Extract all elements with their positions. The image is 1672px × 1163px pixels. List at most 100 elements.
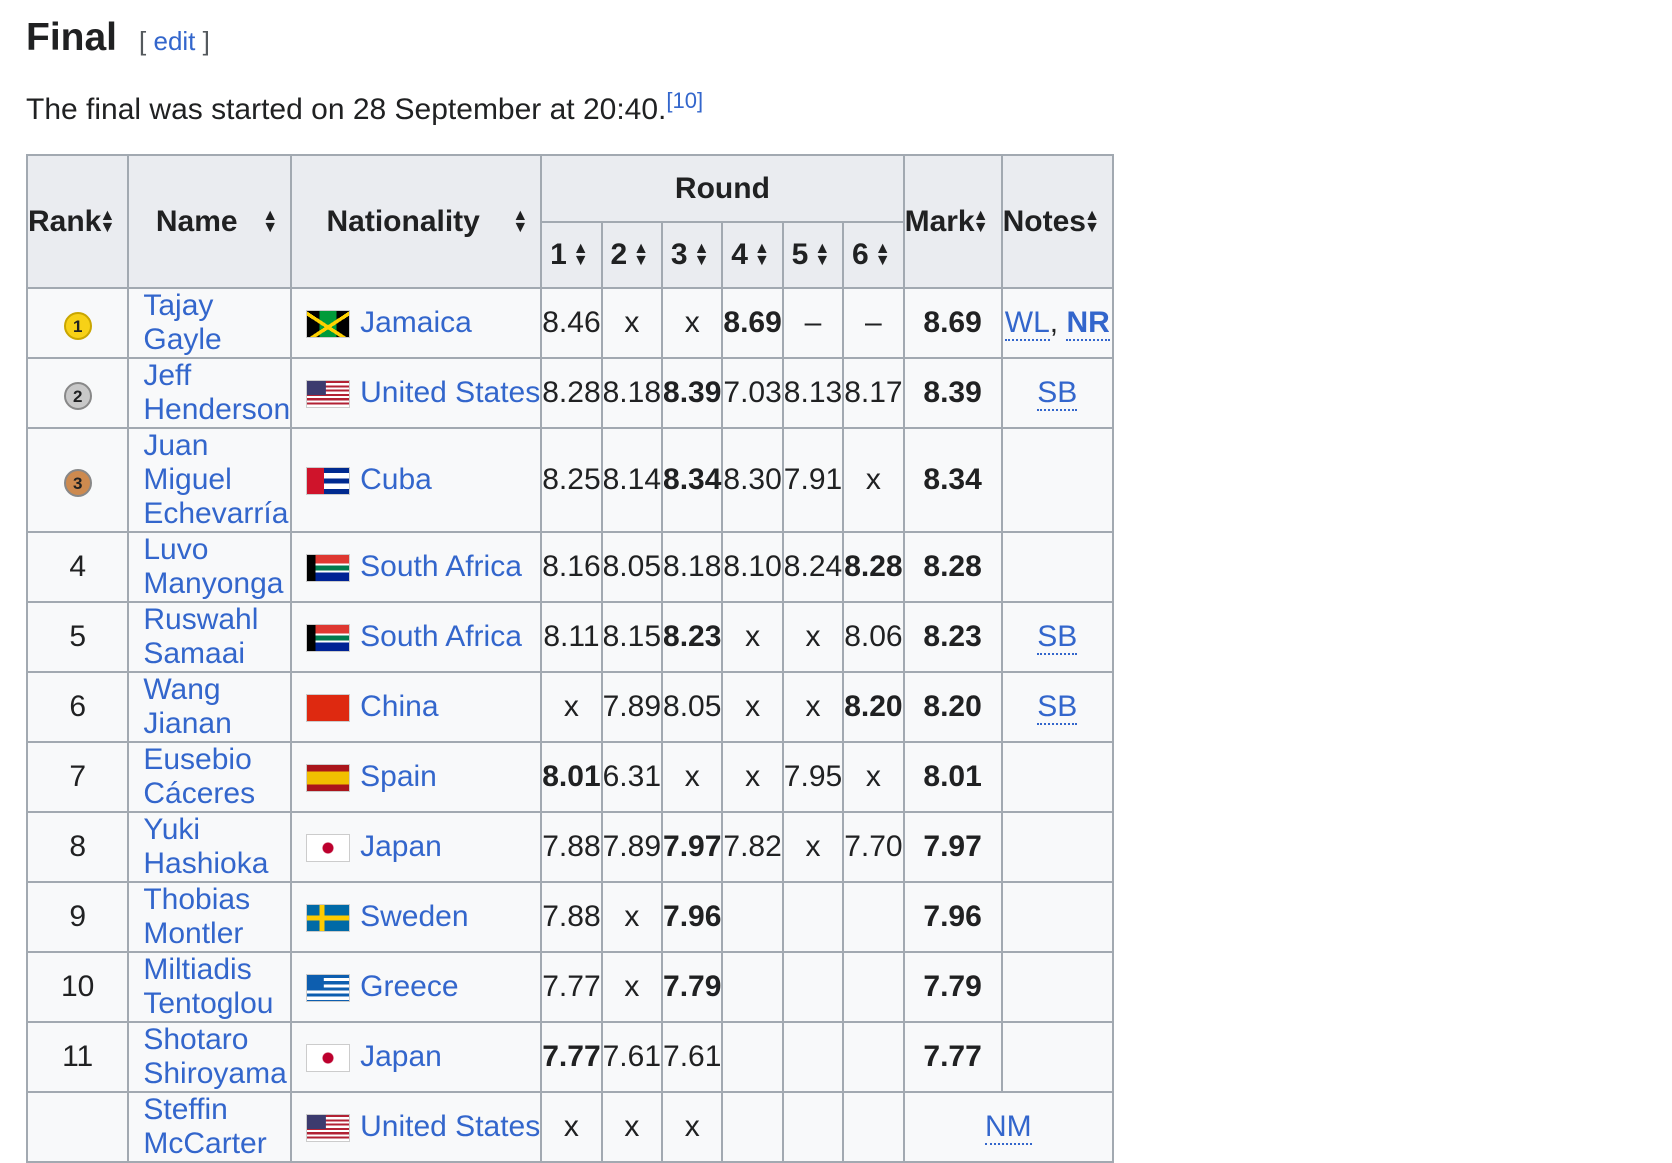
country-link[interactable]: Jamaica — [360, 306, 472, 339]
nationality-cell: Jamaica — [290, 287, 543, 359]
table-row: 10 Miltiadis Tentoglou Greece 7.77 x 7.79 7.79 — [25, 951, 1114, 1023]
header-name[interactable]: Name ▲ ▼ — [127, 154, 293, 289]
mark-cell: 7.79 — [902, 951, 1003, 1023]
note-sb[interactable]: SB — [1037, 376, 1078, 411]
sort-icon[interactable]: ▲ ▼ — [814, 240, 831, 269]
nationality-cell: Spain — [290, 741, 543, 813]
athlete-link[interactable]: Yuki Hashioka — [143, 813, 269, 880]
country-link[interactable]: South Africa — [360, 620, 522, 653]
athlete-link[interactable]: Miltiadis Tentoglou — [143, 953, 274, 1020]
table-row: 8 Yuki Hashioka Japan 7.88 7.89 7.97 7.82 x 7.70… — [25, 811, 1114, 883]
note-sb[interactable]: SB — [1037, 620, 1078, 655]
athlete-link[interactable]: Jeff Henderson — [143, 359, 291, 426]
sort-icon[interactable]: ▲ ▼ — [99, 206, 116, 236]
header-notes[interactable]: Notes ▲ ▼ — [1000, 154, 1114, 289]
rsa-flag-icon — [306, 624, 351, 653]
name-cell: Wang Jianan — [127, 671, 293, 743]
round-2-cell: 6.31 — [600, 741, 664, 813]
sort-icon[interactable]: ▲ ▼ — [874, 240, 891, 269]
athlete-link[interactable]: Wang Jianan — [143, 673, 232, 740]
round-5-cell — [781, 1091, 845, 1163]
header-round-2[interactable]: 2 ▲ ▼ — [600, 221, 664, 289]
note-wl[interactable]: WL — [1004, 306, 1050, 341]
mark-cell: 8.20 — [902, 671, 1003, 743]
sort-icon[interactable]: ▲ ▼ — [512, 206, 529, 236]
athlete-link[interactable]: Eusebio Cáceres — [143, 743, 256, 810]
name-cell: Tajay Gayle — [127, 287, 293, 359]
rank-cell: 6 — [25, 671, 130, 743]
sort-icon[interactable]: ▲ ▼ — [753, 240, 770, 269]
header-round-6[interactable]: 6 ▲ ▼ — [842, 221, 905, 289]
header-label: Name — [155, 204, 238, 238]
sort-icon[interactable]: ▲ ▼ — [1084, 206, 1100, 236]
mark-cell: NM — [902, 1091, 1114, 1163]
mark-cell: 8.34 — [902, 427, 1003, 533]
header-mark[interactable]: Mark ▲ ▼ — [902, 154, 1003, 289]
edit-link[interactable]: edit — [153, 26, 196, 56]
round-4-cell — [721, 1091, 784, 1163]
country-link[interactable]: Cuba — [360, 463, 432, 496]
rank-cell: 2 — [25, 357, 130, 429]
athlete-link[interactable]: Steffin McCarter — [143, 1093, 267, 1160]
country-link[interactable]: United States — [360, 376, 541, 409]
country-link[interactable]: United States — [360, 1110, 541, 1143]
rank-cell: 11 — [25, 1021, 130, 1093]
country-link[interactable]: Japan — [360, 830, 442, 863]
nm-abbr[interactable]: NM — [984, 1110, 1032, 1145]
athlete-link[interactable]: Tajay Gayle — [143, 289, 222, 356]
sort-icon[interactable]: ▲ ▼ — [693, 240, 710, 269]
edit-section: [ edit ] — [139, 26, 210, 56]
header-round-5[interactable]: 5 ▲ ▼ — [781, 221, 845, 289]
country-link[interactable]: China — [360, 690, 439, 723]
notes-cell — [1000, 427, 1114, 533]
table-row: Steffin McCarter United States x x x NM — [25, 1091, 1114, 1163]
notes-cell — [1000, 1021, 1114, 1093]
rank-cell: 3 — [25, 427, 130, 533]
bracket-open: [ — [139, 26, 147, 56]
country-link[interactable]: Spain — [360, 760, 437, 793]
athlete-link[interactable]: Luvo Manyonga — [143, 533, 284, 600]
country-link[interactable]: Sweden — [360, 900, 469, 933]
note-nr[interactable]: NR — [1066, 306, 1110, 341]
round-1-cell: 7.88 — [540, 881, 603, 953]
notes-cell — [1000, 531, 1114, 603]
round-5-cell: 8.13 — [781, 357, 845, 429]
usa-flag-icon — [306, 380, 351, 409]
athlete-link[interactable]: Shotaro Shiroyama — [143, 1023, 287, 1090]
round-2-cell: x — [600, 881, 664, 953]
sort-icon[interactable]: ▲ ▼ — [972, 206, 989, 236]
round-4-cell: 7.03 — [721, 357, 784, 429]
mark-cell: 7.97 — [902, 811, 1003, 883]
country-link[interactable]: Japan — [360, 1040, 442, 1073]
athlete-link[interactable]: Thobias Montler — [143, 883, 251, 950]
round-1-cell: 7.77 — [540, 951, 603, 1023]
header-round-3[interactable]: 3 ▲ ▼ — [661, 221, 724, 289]
sort-icon[interactable]: ▲ ▼ — [262, 206, 279, 236]
header-round-1[interactable]: 1 ▲ ▼ — [540, 221, 603, 289]
rsa-flag-icon — [306, 554, 351, 583]
round-1-cell: x — [540, 671, 603, 743]
round-3-cell: 8.39 — [661, 357, 724, 429]
rank-cell: 7 — [25, 741, 130, 813]
header-nationality[interactable]: Nationality ▲ ▼ — [290, 154, 543, 289]
china-flag-icon — [306, 694, 351, 723]
table-row: 6 Wang Jianan China x 7.89 8.05 x x 8.20 8.20 SB — [25, 671, 1114, 743]
table-row: 7 Eusebio Cáceres Spain 8.01 6.31 x x 7.95 x 8.01 — [25, 741, 1114, 813]
round-1-cell: 8.16 — [540, 531, 603, 603]
nationality-cell: United States — [290, 357, 543, 429]
jamaica-flag-icon — [306, 310, 351, 339]
sort-icon[interactable]: ▲ ▼ — [633, 240, 650, 269]
header-rank[interactable]: Rank ▲ ▼ — [25, 154, 130, 289]
country-link[interactable]: South Africa — [360, 550, 522, 583]
rank-cell: 10 — [25, 951, 130, 1023]
rank-cell — [25, 1091, 130, 1163]
reference-link[interactable]: [10] — [666, 88, 704, 113]
header-round-4[interactable]: 4 ▲ ▼ — [721, 221, 784, 289]
round-3-cell: 7.61 — [661, 1021, 724, 1093]
athlete-link[interactable]: Juan Miguel Echevarría — [143, 429, 289, 530]
sort-icon[interactable]: ▲ ▼ — [572, 240, 589, 269]
athlete-link[interactable]: Ruswahl Samaai — [143, 603, 259, 670]
country-link[interactable]: Greece — [360, 970, 459, 1003]
medal-1-icon: 1 — [63, 312, 92, 340]
note-sb[interactable]: SB — [1037, 690, 1078, 725]
